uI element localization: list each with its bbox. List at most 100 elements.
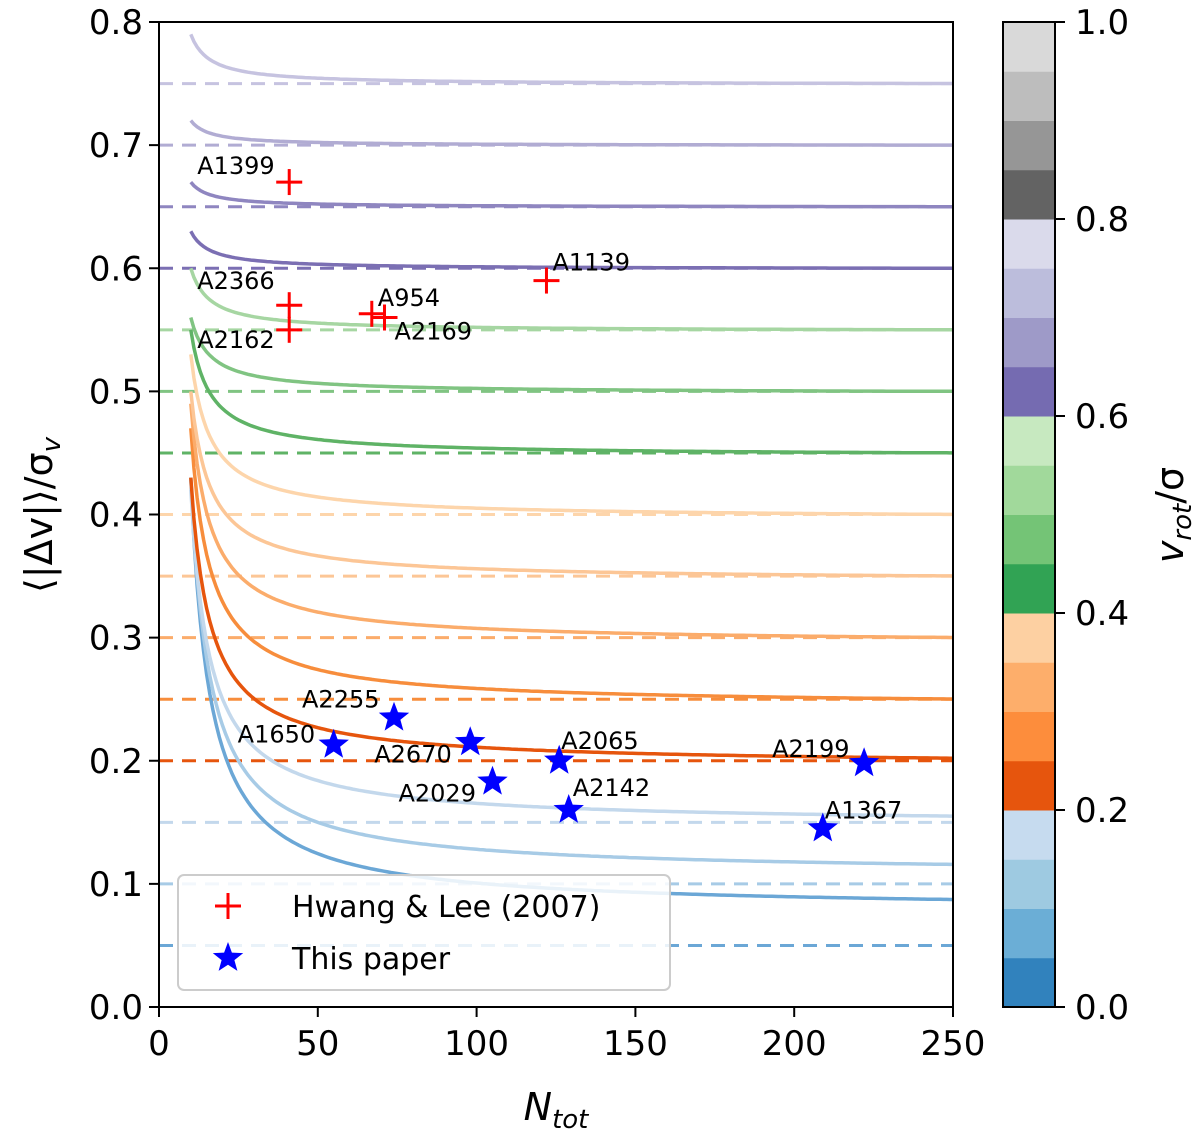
- x-tick-label-150: 150: [603, 1024, 668, 1064]
- y-tick-label-0-1: 0.1: [89, 865, 143, 905]
- model-curve-0-65: [189, 180, 953, 209]
- legend-marker-star: [212, 942, 244, 971]
- colorbar-band-13: [1003, 317, 1055, 368]
- y-tick-label-0-5: 0.5: [89, 372, 143, 412]
- y-axis: 0.0 0.1 0.2 0.3 0.4 0.5 0.6 0.7 0.8: [89, 3, 159, 1028]
- x-tick-label-100: 100: [444, 1024, 509, 1064]
- legend-marker-plus: [215, 893, 241, 919]
- y-tick-label-0-8: 0.8: [89, 3, 143, 43]
- colorbar-frame: [1002, 21, 1056, 1008]
- colorbar-band-19: [1003, 22, 1055, 72]
- label-a2142: A2142: [573, 774, 651, 802]
- y-tick-label-0-3: 0.3: [89, 619, 143, 659]
- model-curve-0-6: [189, 230, 953, 270]
- y-tick-label-0-2: 0.2: [89, 742, 143, 782]
- point-a2366: [276, 292, 303, 319]
- y-tick-label-0-7: 0.7: [89, 126, 143, 166]
- point-a1139: [533, 267, 560, 294]
- colorbar-band-7: [1003, 613, 1055, 663]
- colorbar-band-8: [1003, 563, 1055, 614]
- model-curves: [189, 33, 953, 902]
- y-tick-label-0: 0.0: [89, 988, 143, 1028]
- model-curve-0-75: [189, 33, 953, 86]
- point-a954: [358, 300, 385, 327]
- model-curve-0-15: [189, 489, 953, 818]
- model-curve-0-2: [189, 477, 953, 760]
- label-a2169: A2169: [394, 318, 472, 346]
- colorbar-band-16: [1003, 169, 1055, 220]
- colorbar-band-1: [1003, 908, 1055, 959]
- model-curve-0-35: [189, 391, 953, 578]
- label-a1399: A1399: [197, 152, 275, 180]
- colorbar-band-11: [1003, 416, 1055, 466]
- colorbar-label: vrot/σ: [1148, 467, 1198, 563]
- label-a2199: A2199: [772, 735, 850, 763]
- colorbar-band-18: [1003, 71, 1055, 121]
- colorbar: [1003, 22, 1055, 1008]
- colorbar-band-14: [1003, 268, 1055, 318]
- y-tick-label-0-6: 0.6: [89, 249, 143, 289]
- scatter-points: [276, 169, 880, 842]
- model-curve-0-55: [189, 267, 953, 332]
- colorbar-band-5: [1003, 711, 1055, 762]
- colorbar-band-0: [1003, 957, 1055, 1008]
- label-a1650: A1650: [238, 721, 316, 749]
- label-a2255: A2255: [302, 686, 380, 714]
- colorbar-band-9: [1003, 514, 1055, 565]
- colorbar-tick-label-0-4: 0.4: [1075, 594, 1129, 634]
- y-tick-label-0-4: 0.4: [89, 496, 143, 536]
- legend-box: [177, 874, 671, 991]
- y-axis-label: ⟨|Δv|⟩/σv: [17, 436, 67, 593]
- colorbar-band-12: [1003, 366, 1055, 417]
- colorbar-tick-label-0: 0.0: [1075, 988, 1129, 1028]
- model-curve-0-3: [189, 403, 953, 640]
- x-tick-label-200: 200: [762, 1024, 827, 1064]
- label-a2670: A2670: [374, 740, 452, 768]
- colorbar-band-17: [1003, 120, 1055, 171]
- model-curve-0-7: [189, 119, 953, 147]
- label-a2065: A2065: [561, 727, 639, 755]
- colorbar-tick-label-0-8: 0.8: [1075, 200, 1129, 240]
- model-curve-0-5: [189, 317, 953, 394]
- point-a1367: [807, 812, 838, 842]
- colorbar-band-6: [1003, 662, 1055, 712]
- x-tick-label-250: 250: [921, 1024, 986, 1064]
- point-a2029: [477, 765, 508, 795]
- colorbar-tick-label-0-2: 0.2: [1075, 791, 1129, 831]
- model-curve-0-45: [189, 329, 953, 455]
- colorbar-band-3: [1003, 810, 1055, 860]
- point-a2255: [378, 701, 410, 731]
- label-a1139: A1139: [552, 249, 630, 277]
- point-a1399: [276, 169, 303, 196]
- x-axis-label: Ntot: [524, 1085, 590, 1131]
- label-a954: A954: [378, 284, 440, 312]
- label-a2029: A2029: [398, 780, 476, 808]
- label-a1367: A1367: [825, 796, 903, 824]
- model-curve-0-4: [189, 354, 953, 517]
- point-a2065: [544, 744, 575, 774]
- legend: Hwang & Lee (2007) This paper: [177, 874, 671, 991]
- point-a2199: [848, 747, 880, 777]
- legend-label-this-paper: This paper: [291, 942, 451, 977]
- point-a1650: [318, 728, 349, 758]
- point-annotations: A1399 A1139 A2366 A954 A2169 A2162 A2255 A1650 A…: [197, 152, 902, 824]
- colorbar-band-15: [1003, 219, 1055, 269]
- point-a2169: [371, 304, 398, 331]
- label-a2366: A2366: [197, 267, 275, 295]
- colorbar-band-2: [1003, 859, 1055, 909]
- x-tick-label-0: 0: [148, 1024, 170, 1064]
- colorbar-tick-label-1: 1.0: [1075, 3, 1129, 43]
- point-a2670: [455, 726, 486, 756]
- point-a2162: [276, 316, 303, 343]
- colorbar-band-4: [1003, 760, 1055, 811]
- colorbar-band-10: [1003, 465, 1055, 515]
- model-curve-0-25: [189, 428, 953, 701]
- model-curve-0-1: [189, 477, 953, 867]
- colorbar-ticks: 0.0 0.2 0.4 0.6 0.8 1.0: [1055, 3, 1129, 1028]
- label-a2162: A2162: [197, 326, 275, 354]
- x-tick-label-50: 50: [296, 1024, 339, 1064]
- legend-label-hwang-lee: Hwang & Lee (2007): [292, 890, 600, 925]
- point-a2142: [553, 794, 584, 823]
- x-axis: 0 50 100 150 200 250: [148, 1007, 985, 1064]
